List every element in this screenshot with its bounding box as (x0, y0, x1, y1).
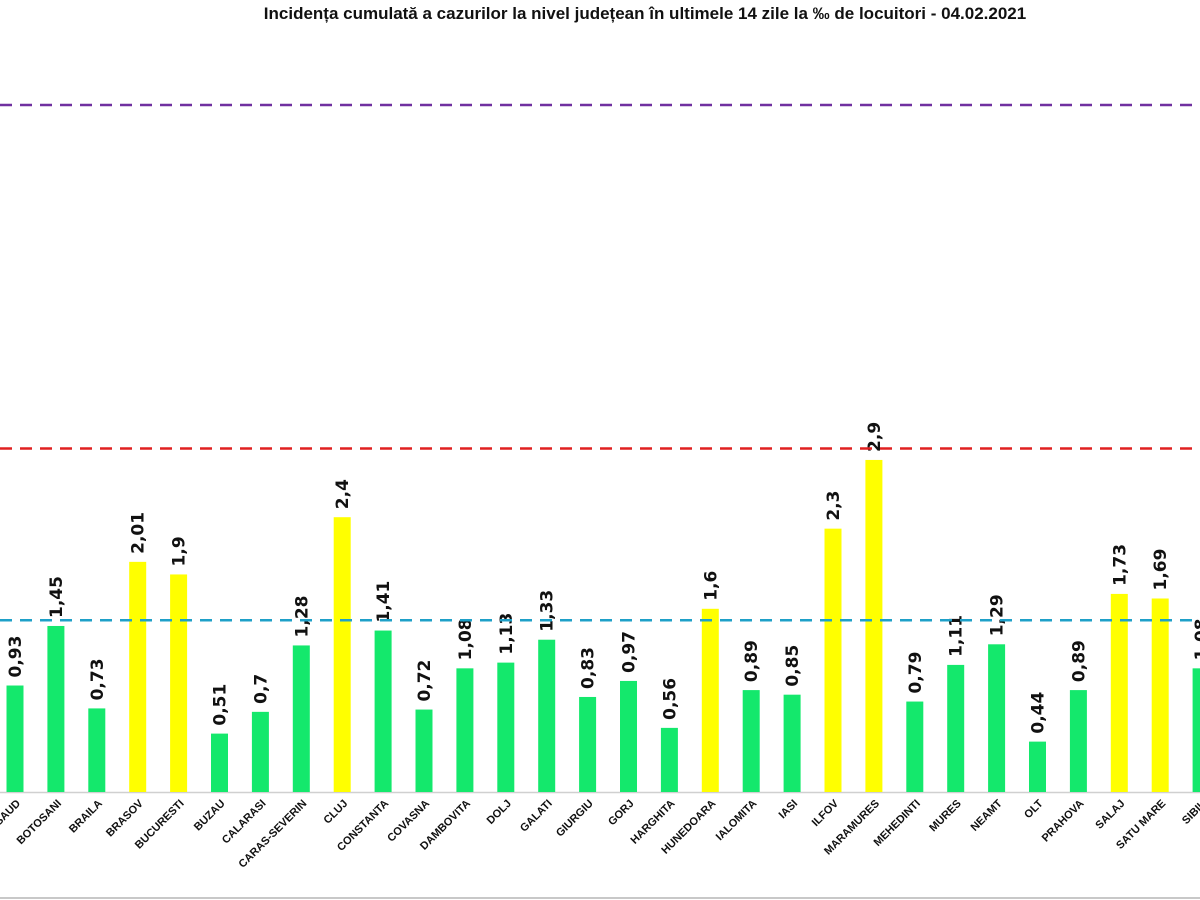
value-label: 0,83 (579, 647, 599, 689)
bar-sibiu (1192, 668, 1200, 792)
bar-gorj (620, 680, 637, 792)
bar-constanta (374, 630, 392, 792)
category-label: PRAHOVA (1040, 798, 1087, 845)
value-label: 0,51 (211, 684, 231, 726)
bar-buzau (211, 733, 228, 792)
value-label: 2,3 (824, 491, 844, 521)
category-label: OLT (1022, 797, 1046, 821)
category-label: SIBIU (1180, 798, 1200, 827)
category-label: GORJ (606, 798, 637, 829)
bar-covasna (415, 709, 433, 792)
value-label: 1,33 (538, 590, 558, 632)
chart-title: Incidența cumulată a cazurilor la nivel … (263, 4, 1027, 23)
category-label: IASI (777, 798, 801, 822)
category-label: ILFOV (810, 797, 842, 829)
category-label: MURES (927, 798, 964, 835)
value-label: 1,45 (47, 576, 67, 618)
bar-bistrita-nasaud (6, 685, 24, 792)
value-label: 0,7 (251, 674, 271, 704)
bar-giurgiu (579, 696, 597, 792)
bar-brasov (129, 561, 147, 792)
bar-bucuresti (170, 574, 188, 792)
value-label: 0,56 (660, 678, 680, 720)
bar-salaj (1110, 593, 1128, 792)
value-label: 1,13 (497, 613, 517, 655)
category-label: CARAS-SEVERIN (237, 798, 310, 871)
bar-ilfov (824, 528, 842, 792)
bar-hunedoara (701, 608, 719, 792)
value-label: 0,44 (1029, 692, 1049, 734)
value-label: 2,01 (129, 512, 149, 554)
value-label: 2,9 (865, 422, 885, 452)
value-label: 1,73 (1110, 544, 1130, 586)
value-label: 1,9 (170, 536, 190, 566)
value-label: 0,97 (620, 631, 640, 673)
bar-caras-severin (292, 645, 310, 792)
bar-dambovita (456, 668, 474, 792)
value-label: 1,41 (374, 581, 394, 623)
bar-botosani (47, 625, 65, 792)
category-label: IALOMITA (714, 798, 760, 844)
bar-olt (1029, 741, 1046, 792)
bar-dolj (497, 662, 515, 792)
category-label: BUZAU (192, 798, 228, 834)
bar-mures (947, 664, 965, 792)
value-label: 0,85 (783, 645, 803, 687)
value-label: 1,29 (988, 594, 1008, 636)
category-label: CLUJ (322, 798, 351, 827)
bar-iasi (783, 694, 801, 792)
category-label: BRASOV (104, 797, 146, 839)
bar-prahova (1069, 690, 1087, 792)
bar-ialomita (742, 690, 760, 792)
bar-galati (538, 639, 556, 792)
bar-satu-mare (1151, 598, 1169, 792)
value-label: 0,93 (6, 636, 26, 678)
value-label: 1,08 (456, 618, 476, 660)
value-label: 0,79 (906, 652, 926, 694)
bar-harghita (660, 727, 678, 792)
value-label: 1,69 (1151, 549, 1171, 591)
value-label: 0,72 (415, 660, 435, 702)
category-label: SALAJ (1093, 798, 1127, 832)
bar-maramures (865, 459, 883, 792)
bar-braila (88, 708, 106, 792)
value-label: 1,6 (701, 571, 721, 601)
value-label: 0,89 (742, 640, 762, 682)
value-label: 0,89 (1069, 640, 1089, 682)
category-label: GALATI (518, 798, 555, 835)
bar-neamt (988, 644, 1006, 792)
value-label: 0,73 (88, 658, 108, 700)
value-label: 1,11 (947, 615, 967, 657)
value-label: 1,08 (1192, 618, 1200, 660)
bar-mehedinti (906, 701, 924, 792)
category-label: DOLJ (485, 798, 514, 827)
value-label: 2,4 (333, 479, 353, 509)
bar-cluj (333, 517, 351, 792)
value-label: 1,28 (292, 595, 312, 637)
category-label: GIURGIU (554, 798, 596, 840)
category-label: BRAILA (67, 798, 105, 836)
bar-calarasi (251, 711, 269, 792)
category-label: NEAMT (969, 797, 1005, 833)
